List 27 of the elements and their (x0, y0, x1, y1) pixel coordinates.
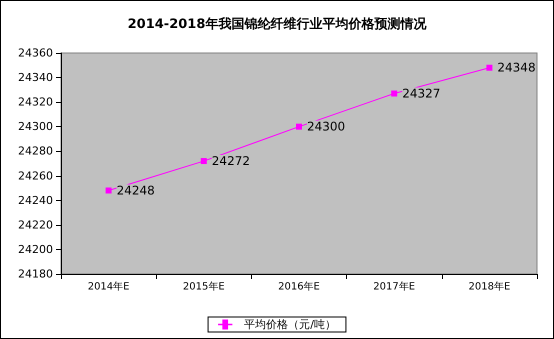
chart-title: 2014-2018年我国锦纶纤维行业平均价格预测情况 (128, 16, 428, 32)
y-tick-label: 24180 (18, 268, 53, 280)
x-tick-label: 2015年E (182, 280, 225, 292)
x-tick-label: 2014年E (88, 280, 130, 292)
y-tick-label: 24280 (18, 144, 53, 158)
y-tick-label: 24300 (18, 120, 53, 134)
y-tick-label: 24260 (18, 169, 53, 182)
data-label: 24348 (497, 60, 536, 75)
x-tick-label: 2018年E (468, 280, 510, 292)
point (106, 188, 112, 194)
data-label: 24327 (402, 86, 440, 101)
point (296, 124, 302, 130)
x-tick-label: 2016年E (278, 280, 320, 292)
data-label: 24272 (212, 154, 250, 168)
y-tick-label: 24240 (18, 194, 53, 207)
y-tick-label: 24340 (18, 71, 53, 84)
y-tick-label: 24200 (18, 242, 53, 256)
y-tick-label: 24220 (18, 218, 53, 232)
y-tick-label: 24360 (18, 46, 53, 60)
y-tick-label: 24320 (18, 96, 53, 109)
point (391, 90, 398, 97)
point (200, 158, 207, 164)
data-label: 24248 (116, 184, 155, 198)
data-label: 24300 (307, 120, 346, 134)
legend-label: 平均价格（元/吨） (244, 318, 336, 331)
x-tick-label: 2017年E (373, 280, 416, 292)
point (486, 64, 492, 71)
